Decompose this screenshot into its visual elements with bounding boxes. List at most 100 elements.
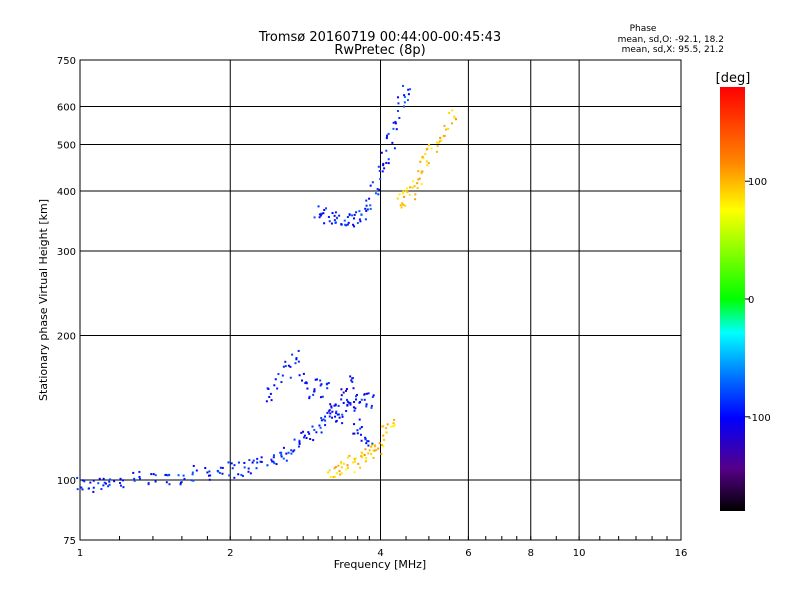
data-point <box>328 220 331 223</box>
data-point <box>282 457 285 460</box>
data-point <box>427 144 430 147</box>
data-point <box>109 478 112 481</box>
data-point <box>290 452 293 455</box>
data-point <box>365 456 368 459</box>
data-point <box>83 480 86 483</box>
data-point <box>353 409 356 412</box>
data-point <box>221 466 224 469</box>
data-point <box>403 101 406 104</box>
x-tick-label: 1 <box>77 548 83 559</box>
data-point <box>290 449 293 452</box>
data-point <box>317 205 320 208</box>
data-point <box>334 466 337 469</box>
data-point <box>407 93 410 96</box>
data-point <box>208 478 211 481</box>
data-point <box>439 140 442 143</box>
data-point <box>251 461 254 464</box>
data-point <box>353 460 356 463</box>
data-point <box>354 457 357 460</box>
data-point <box>329 475 332 478</box>
data-point <box>209 474 212 477</box>
data-point <box>266 387 269 390</box>
data-point <box>335 472 338 475</box>
data-point <box>337 404 340 407</box>
data-point <box>398 193 401 196</box>
data-point <box>360 398 363 401</box>
data-point <box>249 472 252 475</box>
data-point <box>318 424 321 427</box>
data-point <box>206 471 209 474</box>
data-point <box>92 479 95 482</box>
data-point <box>333 467 336 470</box>
data-point <box>306 387 309 390</box>
data-point <box>394 120 397 123</box>
data-point <box>341 415 344 418</box>
data-point <box>436 150 439 153</box>
data-point <box>416 182 419 185</box>
data-point <box>392 422 395 425</box>
data-point <box>402 105 405 108</box>
data-point <box>285 459 288 462</box>
data-point <box>403 95 406 98</box>
data-point <box>327 382 330 385</box>
data-point <box>427 162 430 165</box>
data-point <box>360 213 363 216</box>
data-point <box>270 399 273 402</box>
data-point <box>92 490 95 493</box>
data-point <box>328 409 331 412</box>
data-point <box>387 158 390 161</box>
data-point <box>369 204 372 207</box>
data-point <box>118 481 121 484</box>
data-point <box>133 477 136 480</box>
colorbar-label: [deg] <box>716 71 751 86</box>
data-point <box>179 483 182 486</box>
data-point <box>293 438 296 441</box>
data-point <box>370 404 373 407</box>
data-point <box>150 473 153 476</box>
data-point <box>394 122 397 125</box>
data-point <box>308 395 311 398</box>
data-point <box>318 216 321 219</box>
data-point <box>221 472 224 475</box>
chart-title: Tromsø 20160719 00:44:00-00:45:43 <box>258 30 501 45</box>
data-point <box>355 211 358 214</box>
data-point <box>353 423 356 426</box>
data-point <box>403 195 406 198</box>
data-point <box>327 215 330 218</box>
data-point <box>345 468 348 471</box>
data-point <box>448 111 451 114</box>
data-point <box>392 127 395 130</box>
data-point <box>349 403 352 406</box>
data-point <box>285 452 288 455</box>
data-point <box>331 410 334 413</box>
data-point <box>326 411 329 414</box>
data-point <box>272 456 275 459</box>
data-point <box>192 479 195 482</box>
data-point <box>342 401 345 404</box>
data-point <box>402 190 405 193</box>
data-point <box>414 193 417 196</box>
data-point <box>353 213 356 216</box>
data-point <box>302 372 305 375</box>
data-point <box>107 485 110 488</box>
data-point <box>340 466 343 469</box>
data-point <box>370 406 373 409</box>
data-point <box>364 218 367 221</box>
data-point <box>320 383 323 386</box>
data-point <box>453 116 456 119</box>
data-point <box>166 474 169 477</box>
data-point <box>324 424 327 427</box>
data-point <box>365 403 368 406</box>
data-point <box>370 453 373 456</box>
data-point <box>403 94 406 97</box>
data-point <box>298 374 301 377</box>
data-point <box>354 395 357 398</box>
data-point <box>336 217 339 220</box>
data-point <box>447 127 450 130</box>
data-point <box>294 362 297 365</box>
data-point <box>303 434 306 437</box>
data-point <box>309 438 312 441</box>
data-point <box>424 152 427 155</box>
data-point <box>119 478 122 481</box>
data-point <box>237 461 240 464</box>
